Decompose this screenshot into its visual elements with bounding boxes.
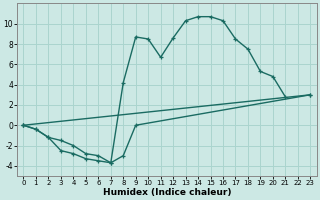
X-axis label: Humidex (Indice chaleur): Humidex (Indice chaleur) <box>103 188 231 197</box>
